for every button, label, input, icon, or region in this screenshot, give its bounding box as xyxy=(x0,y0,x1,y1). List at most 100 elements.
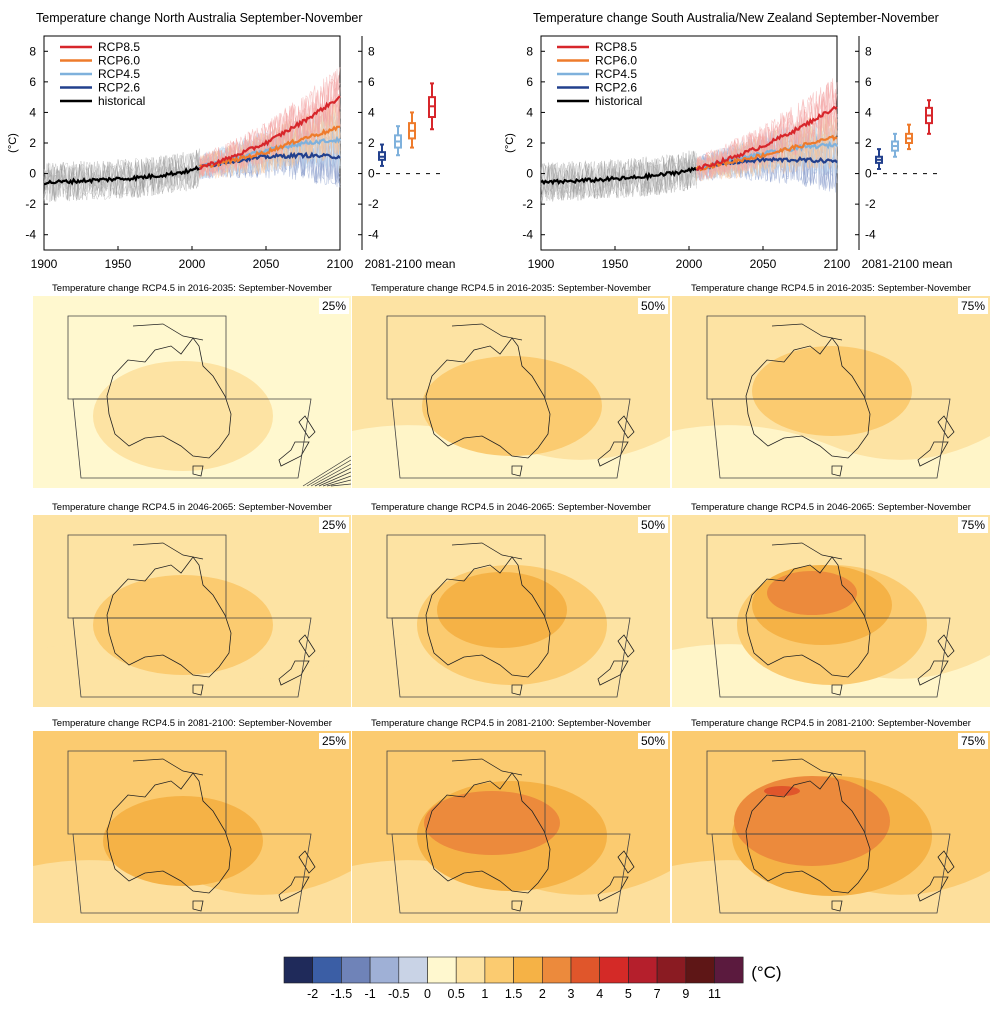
chart-title: Temperature change South Australia/New Z… xyxy=(533,11,939,25)
y-tick-label: 2 xyxy=(526,136,533,150)
south-australia-nz-box xyxy=(711,617,951,698)
colorbar-cell xyxy=(455,956,486,984)
map-canvas xyxy=(352,515,670,707)
percentile-label: 75% xyxy=(957,517,988,533)
series-line-historical xyxy=(43,165,200,186)
map-svg xyxy=(352,731,670,923)
map-canvas xyxy=(672,731,990,923)
legend-label: RCP6.0 xyxy=(98,54,140,68)
colorbar-cell xyxy=(283,956,314,984)
map-svg xyxy=(33,515,351,707)
southern-ocean-band xyxy=(352,425,670,488)
australia-coastline xyxy=(425,772,551,894)
chart-title: Temperature change North Australia Septe… xyxy=(36,11,363,25)
percentile-label: 50% xyxy=(637,298,668,314)
box-x-label: 2081-2100 mean xyxy=(862,257,953,271)
map-svg xyxy=(672,515,990,707)
map-panel: Temperature change RCP4.5 in 2016-2035: … xyxy=(672,281,990,488)
new-guinea-coastline xyxy=(451,323,523,341)
colorbar-cell xyxy=(369,956,400,984)
map-panel: Temperature change RCP4.5 in 2081-2100: … xyxy=(352,716,670,923)
box-y-tick-label: 2 xyxy=(865,136,872,150)
percentile-label: 25% xyxy=(318,517,349,533)
ensemble-member-line xyxy=(199,74,341,174)
map-panel: Temperature change RCP4.5 in 2046-2065: … xyxy=(672,500,990,707)
colorbar-tick-label: 0 xyxy=(424,987,431,1001)
legend-label: RCP8.5 xyxy=(98,40,140,54)
map-panel: Temperature change RCP4.5 in 2081-2100: … xyxy=(672,716,990,923)
hatching-line xyxy=(318,471,351,487)
ensemble-member-line xyxy=(199,68,341,177)
map-svg xyxy=(352,296,670,488)
warming-region xyxy=(752,346,912,436)
warming-region xyxy=(767,571,857,615)
timeseries-south-australia-nz: Temperature change South Australia/New Z… xyxy=(497,0,994,280)
box-y-tick-label: -4 xyxy=(865,228,876,242)
legend-label: historical xyxy=(98,94,145,108)
y-tick-label: 4 xyxy=(526,105,533,119)
ensemble-member-line xyxy=(696,87,838,177)
timeseries-north-australia: Temperature change North Australia Septe… xyxy=(0,0,497,280)
tasmania-coastline xyxy=(831,465,843,477)
southern-ocean-band xyxy=(33,860,351,923)
colorbar-tick-label: -1.5 xyxy=(331,987,353,1001)
map-svg xyxy=(672,296,990,488)
colorbar-tick-label: -1 xyxy=(365,987,376,1001)
box-x-label: 2081-2100 mean xyxy=(365,257,456,271)
box-y-tick-label: -2 xyxy=(865,197,876,211)
south-australia-nz-box xyxy=(711,398,951,479)
ensemble-member-line xyxy=(696,78,838,179)
map-title: Temperature change RCP4.5 in 2046-2065: … xyxy=(371,502,651,513)
historical-member-line xyxy=(540,155,697,199)
new-guinea-coastline xyxy=(771,542,843,560)
south-australia-nz-box xyxy=(391,617,631,698)
new-guinea-coastline xyxy=(451,542,523,560)
warming-region xyxy=(734,776,890,866)
new-guinea-coastline xyxy=(771,323,843,341)
y-tick-label: -4 xyxy=(25,228,36,242)
x-tick-label: 1900 xyxy=(528,257,555,271)
new-guinea-coastline xyxy=(132,323,204,341)
y-tick-label: 2 xyxy=(29,136,36,150)
hatching-line xyxy=(330,483,351,487)
colorbar: -2 -1.5 -1 -0.5 0 0.5 1 1.5 2 3 4 5 7 9 11 (°C) xyxy=(280,955,800,1010)
x-tick-label: 2100 xyxy=(327,257,354,271)
australia-coastline xyxy=(106,556,232,678)
warming-region xyxy=(103,796,263,886)
colorbar-cell xyxy=(570,956,601,984)
percentile-label: 50% xyxy=(637,517,668,533)
x-tick-label: 1950 xyxy=(105,257,132,271)
historical-member-line xyxy=(43,150,200,201)
hatching-line xyxy=(302,455,351,487)
colorbar-tick-label: 1 xyxy=(481,987,488,1001)
colorbar-cell xyxy=(398,956,428,984)
australia-coastline xyxy=(106,772,232,894)
australia-coastline xyxy=(745,772,871,894)
map-title: Temperature change RCP4.5 in 2081-2100: … xyxy=(371,718,651,729)
new-guinea-coastline xyxy=(132,542,204,560)
map-canvas xyxy=(33,731,351,923)
tasmania-coastline xyxy=(192,900,204,912)
colorbar-tick-label: 5 xyxy=(625,987,632,1001)
box-y-tick-label: 2 xyxy=(368,136,375,150)
colorbar-tick-label: 11 xyxy=(708,987,721,1001)
map-svg xyxy=(33,731,351,923)
colorbar-tick-label: 3 xyxy=(568,987,575,1001)
percentile-label: 75% xyxy=(957,733,988,749)
warming-region xyxy=(93,361,273,471)
y-axis-label: (°C) xyxy=(7,133,19,153)
colorbar-cell xyxy=(685,956,715,984)
colorbar-cell xyxy=(628,956,658,984)
australia-coastline xyxy=(106,337,232,459)
new-guinea-coastline xyxy=(771,758,843,776)
colorbar-tick-label: 4 xyxy=(596,987,603,1001)
percentile-label: 75% xyxy=(957,298,988,314)
percentile-label: 50% xyxy=(637,733,668,749)
tasmania-coastline xyxy=(511,684,523,696)
hatching-line xyxy=(326,479,351,487)
colorbar-cell xyxy=(341,956,371,984)
colorbar-cell xyxy=(541,956,572,984)
australia-coastline xyxy=(425,556,551,678)
series-line-RCP8-5 xyxy=(199,95,341,170)
y-tick-label: 6 xyxy=(29,75,36,89)
